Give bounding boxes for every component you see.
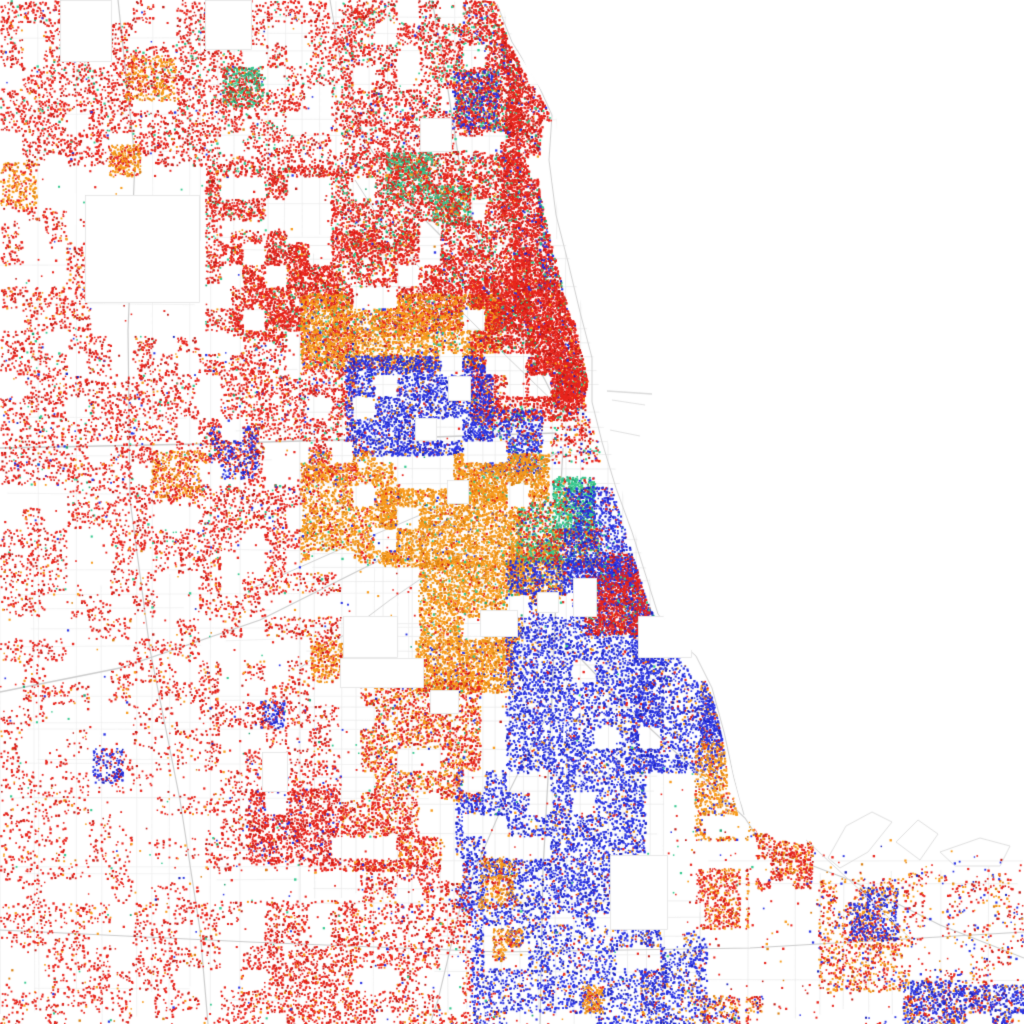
map-viewport [0, 0, 1024, 1024]
racial-dot-map-canvas [0, 0, 1024, 1024]
